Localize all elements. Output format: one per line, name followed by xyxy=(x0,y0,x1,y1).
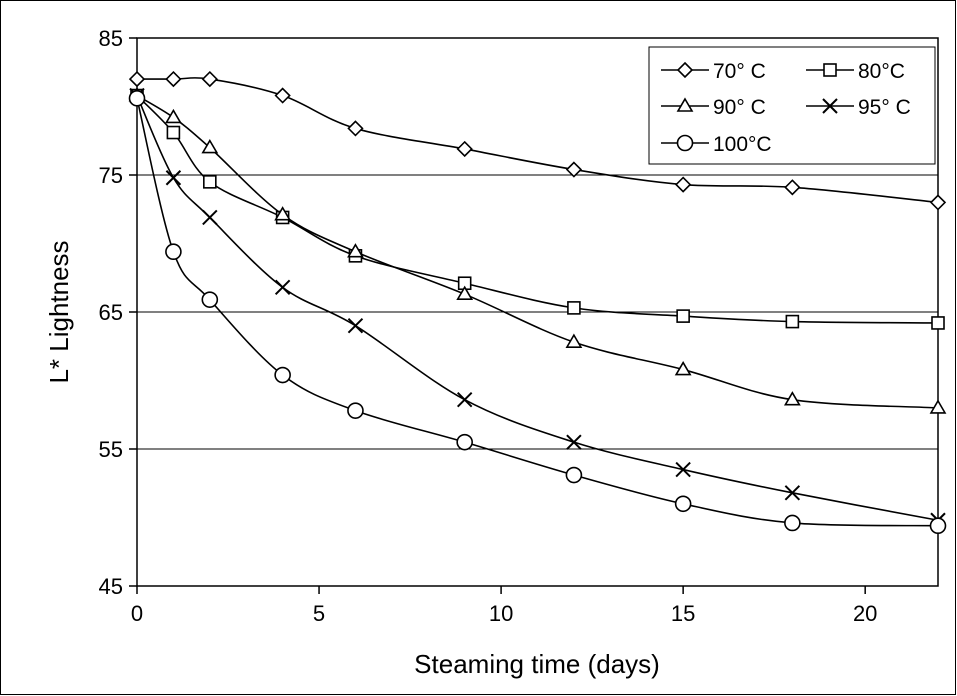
legend-marker-2 xyxy=(676,97,694,112)
point-s0-3 xyxy=(274,87,291,104)
x-axis: 0 5 10 15 20 xyxy=(131,586,877,626)
point-s3-2 xyxy=(202,209,218,226)
legend-label-1: 80°C xyxy=(858,60,905,83)
legend-marker-0 xyxy=(676,61,694,79)
point-s2-6 xyxy=(565,333,583,348)
point-s3-7 xyxy=(675,461,691,478)
point-s1-9 xyxy=(931,316,945,330)
point-s4-1 xyxy=(165,243,182,261)
legend-label-2: 90° C xyxy=(713,96,766,119)
point-s4-4 xyxy=(347,402,364,419)
y-axis: 45 55 65 75 85 xyxy=(99,26,137,599)
point-s3-6 xyxy=(566,434,582,450)
series-0 xyxy=(128,70,947,211)
series-line-3 xyxy=(136,95,939,522)
point-s3-8 xyxy=(784,485,801,501)
point-s2-9 xyxy=(929,399,947,414)
point-s0-1 xyxy=(165,70,182,88)
point-s2-8 xyxy=(783,391,801,406)
y-tick-label-3: 75 xyxy=(99,163,123,188)
point-s1-2 xyxy=(203,175,217,189)
point-s1-7 xyxy=(676,309,690,323)
x-tick-label-0: 0 xyxy=(131,601,143,626)
point-s3-4 xyxy=(347,317,364,334)
point-s2-4 xyxy=(347,243,364,258)
point-s4-2 xyxy=(201,291,219,308)
legend-entry-0: 70° C xyxy=(661,60,766,83)
point-s1-6 xyxy=(567,301,581,315)
point-s1-1 xyxy=(166,125,181,140)
y-tick-label-2: 65 xyxy=(99,300,123,325)
point-s0-4 xyxy=(347,120,364,137)
legend: 70° C 80°C 90° C 95° C 100°C xyxy=(648,46,936,165)
point-s3-3 xyxy=(274,279,291,296)
series-4 xyxy=(128,89,947,535)
point-s4-0 xyxy=(128,89,146,107)
y-tick-label-4: 85 xyxy=(99,26,123,51)
legend-entry-2: 90° C xyxy=(661,96,766,119)
point-s4-7 xyxy=(674,495,692,513)
x-tick-label-1: 5 xyxy=(313,601,325,626)
legend-entry-3: 95° C xyxy=(806,96,911,119)
legend-label-4: 100°C xyxy=(713,133,772,156)
legend-entry-4: 100°C xyxy=(661,133,772,156)
point-s4-8 xyxy=(784,514,801,532)
x-tick-label-2: 10 xyxy=(489,601,513,626)
legend-label-3: 95° C xyxy=(858,96,911,119)
point-s2-2 xyxy=(201,139,219,154)
point-s3-1 xyxy=(165,170,182,186)
legend-entry-1: 80°C xyxy=(806,60,905,83)
gridlines xyxy=(137,174,938,450)
point-s0-2 xyxy=(201,70,218,88)
y-tick-label-0: 45 xyxy=(99,574,123,599)
x-tick-label-4: 20 xyxy=(853,601,877,626)
point-s4-6 xyxy=(565,466,583,484)
series-2 xyxy=(128,86,947,414)
legend-label-0: 70° C xyxy=(713,60,766,83)
point-s2-7 xyxy=(674,360,692,376)
series-line-4 xyxy=(136,98,939,527)
point-s4-5 xyxy=(456,433,473,451)
point-s0-7 xyxy=(675,176,692,193)
point-s0-9 xyxy=(929,194,947,211)
point-s2-1 xyxy=(165,108,182,124)
x-axis-label: Steaming time (days) xyxy=(414,649,660,679)
legend-marker-3 xyxy=(822,98,838,114)
point-s0-8 xyxy=(784,179,801,196)
x-tick-label-3: 15 xyxy=(671,601,695,626)
y-axis-label: L* Lightness xyxy=(44,240,74,383)
legend-marker-4 xyxy=(676,134,694,152)
point-s1-8 xyxy=(785,314,800,329)
point-s0-5 xyxy=(456,140,473,158)
y-tick-label-1: 55 xyxy=(99,437,123,462)
point-s2-3 xyxy=(274,206,292,221)
point-s0-0 xyxy=(128,70,146,88)
point-s3-5 xyxy=(456,391,473,408)
point-s4-3 xyxy=(274,366,291,384)
legend-marker-1 xyxy=(823,63,837,77)
point-s0-6 xyxy=(565,161,583,178)
series-3 xyxy=(129,87,946,528)
point-s4-9 xyxy=(929,517,947,535)
point-s2-5 xyxy=(456,285,474,300)
series-group xyxy=(128,70,947,535)
